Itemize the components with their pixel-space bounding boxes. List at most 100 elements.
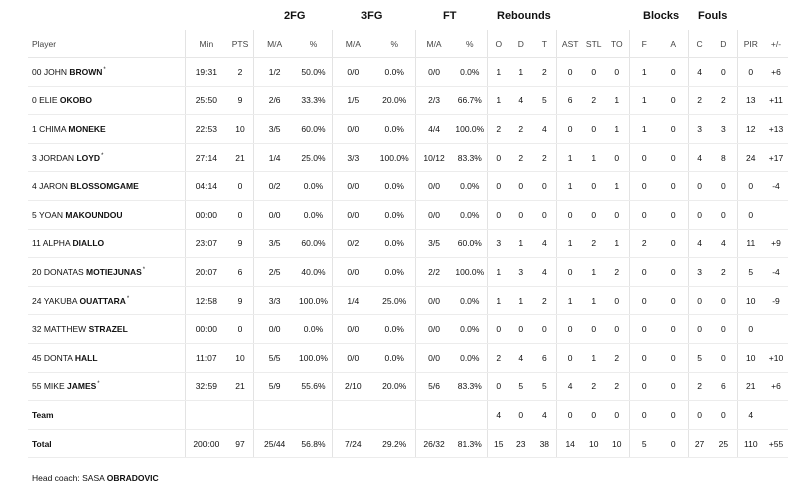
player-number: 11 (32, 238, 41, 249)
cell-3fg-pct: 0.0% (373, 114, 416, 144)
cell-reb-o: 3 (487, 229, 510, 259)
cell-blk-f: 0 (629, 200, 659, 230)
cell-ast: 0 (556, 114, 583, 144)
cell-3fg-ma: 0/0 (332, 171, 374, 201)
cell-stl: 0 (582, 200, 605, 230)
player-first-name: MATTHEW (43, 324, 87, 335)
cell-ft-pct: 0.0% (452, 343, 489, 373)
cell-ft-pct: 0.0% (452, 57, 489, 87)
player-name-cell[interactable]: 3 JORDAN LOYD* (28, 143, 186, 173)
starter-mark: * (101, 152, 104, 159)
cell-blk-a: 0 (658, 429, 689, 459)
cell-3fg-ma: 0/0 (332, 57, 374, 87)
player-number: 32 (32, 324, 42, 335)
cell-reb-d: 0 (509, 400, 533, 430)
player-name-cell[interactable]: 0 ELIE OKOBO (28, 86, 186, 116)
cell-ast: 1 (556, 286, 583, 316)
cell-pts: 0 (226, 200, 255, 230)
player-name-cell[interactable]: 5 YOAN MAKOUNDOU (28, 200, 186, 230)
cell-reb-t: 2 (532, 143, 558, 173)
cell-blk-f: 0 (629, 143, 659, 173)
cell-pir: 0 (737, 171, 764, 201)
cell-foul-c: 0 (688, 400, 711, 430)
player-name-cell[interactable]: 24 YAKUBA OUATTARA* (28, 286, 186, 316)
cell-pir: 10 (737, 286, 764, 316)
head-coach-last-name: OBRADOVIC (106, 473, 159, 483)
player-name-cell[interactable]: 32 MATTHEW STRAZEL (28, 314, 186, 344)
cell-foul-d: 8 (710, 143, 738, 173)
cell-foul-d: 0 (710, 57, 738, 87)
player-last-name: BROWN (69, 66, 103, 77)
cell-3fg-pct: 25.0% (373, 286, 416, 316)
cell-2fg-ma: 1/2 (253, 57, 296, 87)
player-first-name: YOAN (38, 209, 64, 220)
player-name-cell[interactable]: 4 JARON BLOSSOMGAME (28, 171, 186, 201)
cell-blk-a: 0 (658, 229, 689, 259)
player-first-name: ALPHA (42, 238, 71, 249)
cell-ft-ma: 0/0 (415, 343, 453, 373)
cell-plus-minus (763, 400, 788, 430)
player-last-name: MAKOUNDOU (65, 209, 123, 220)
cell-plus-minus: +17 (763, 143, 788, 173)
cell-stl: 10 (582, 429, 605, 459)
cell-pir: 21 (737, 372, 764, 402)
cell-blk-a: 0 (658, 57, 689, 87)
player-name-cell[interactable]: 45 DONTA HALL (28, 343, 186, 373)
cell-stl: 1 (582, 257, 605, 287)
cell-ft-pct: 66.7% (452, 86, 489, 116)
cell-plus-minus: -9 (763, 286, 788, 316)
cell-reb-t: 0 (532, 200, 558, 230)
player-first-name: MIKE (43, 381, 65, 392)
cell-foul-c: 4 (688, 143, 711, 173)
cell-stl: 0 (582, 400, 605, 430)
player-name-cell[interactable]: 00 JOHN BROWN* (28, 57, 186, 87)
player-first-name: YAKUBA (43, 295, 78, 306)
player-last-name: MOTIEJUNAS (86, 266, 142, 277)
cell-foul-c: 0 (688, 314, 711, 344)
cell-plus-minus (763, 314, 788, 344)
player-name-cell[interactable]: 55 MIKE JAMES* (28, 372, 186, 402)
col-header-ft-pct: % (452, 30, 489, 58)
cell-stl: 2 (582, 372, 605, 402)
cell-stl: 0 (582, 171, 605, 201)
col-header-min: Min (185, 30, 227, 58)
cell-pir: 13 (737, 86, 764, 116)
starter-mark: * (142, 266, 146, 273)
player-last-name: LOYD (76, 152, 101, 163)
cell-pts (226, 400, 255, 430)
col-header-reb-o: O (487, 30, 510, 58)
cell-min: 200:00 (185, 429, 227, 459)
col-header-3fg-pct: % (373, 30, 416, 58)
player-name-cell[interactable]: 11 ALPHA DIALLO (28, 229, 186, 259)
cell-reb-d: 2 (509, 114, 533, 144)
cell-ft-ma: 0/0 (415, 286, 453, 316)
player-name-cell[interactable]: 20 DONATAS MOTIEJUNAS* (28, 257, 186, 287)
cell-pir: 12 (737, 114, 764, 144)
col-header-to: TO (604, 30, 630, 58)
cell-reb-t: 5 (532, 372, 558, 402)
cell-blk-a: 0 (658, 400, 689, 430)
player-name-cell[interactable]: 1 CHIMA MONEKE (28, 114, 186, 144)
group-header-2fg: 2FG (284, 10, 306, 22)
cell-3fg-pct: 0.0% (373, 200, 416, 230)
cell-blk-f: 0 (629, 171, 659, 201)
cell-min: 00:00 (185, 200, 227, 230)
cell-reb-d: 4 (509, 86, 533, 116)
cell-ast: 0 (556, 314, 583, 344)
cell-reb-d: 0 (509, 200, 533, 230)
cell-pir: 10 (737, 343, 764, 373)
cell-ft-ma: 2/3 (415, 86, 453, 116)
cell-3fg-ma (332, 400, 374, 430)
cell-stl: 1 (582, 143, 605, 173)
cell-3fg-pct: 0.0% (373, 257, 416, 287)
cell-2fg-ma: 2/5 (253, 257, 296, 287)
cell-reb-o: 1 (487, 86, 510, 116)
col-header-foul-d: D (710, 30, 738, 58)
cell-reb-d: 1 (509, 57, 533, 87)
cell-plus-minus: +10 (763, 343, 788, 373)
cell-ast: 4 (556, 372, 583, 402)
cell-3fg-ma: 0/2 (332, 229, 374, 259)
player-row: 45 DONTA HALL 11:07 10 5/5 100.0% 0/0 0.0% 0/0 0… (28, 343, 788, 373)
player-last-name: BLOSSOMGAME (70, 181, 139, 192)
cell-ast: 0 (556, 200, 583, 230)
